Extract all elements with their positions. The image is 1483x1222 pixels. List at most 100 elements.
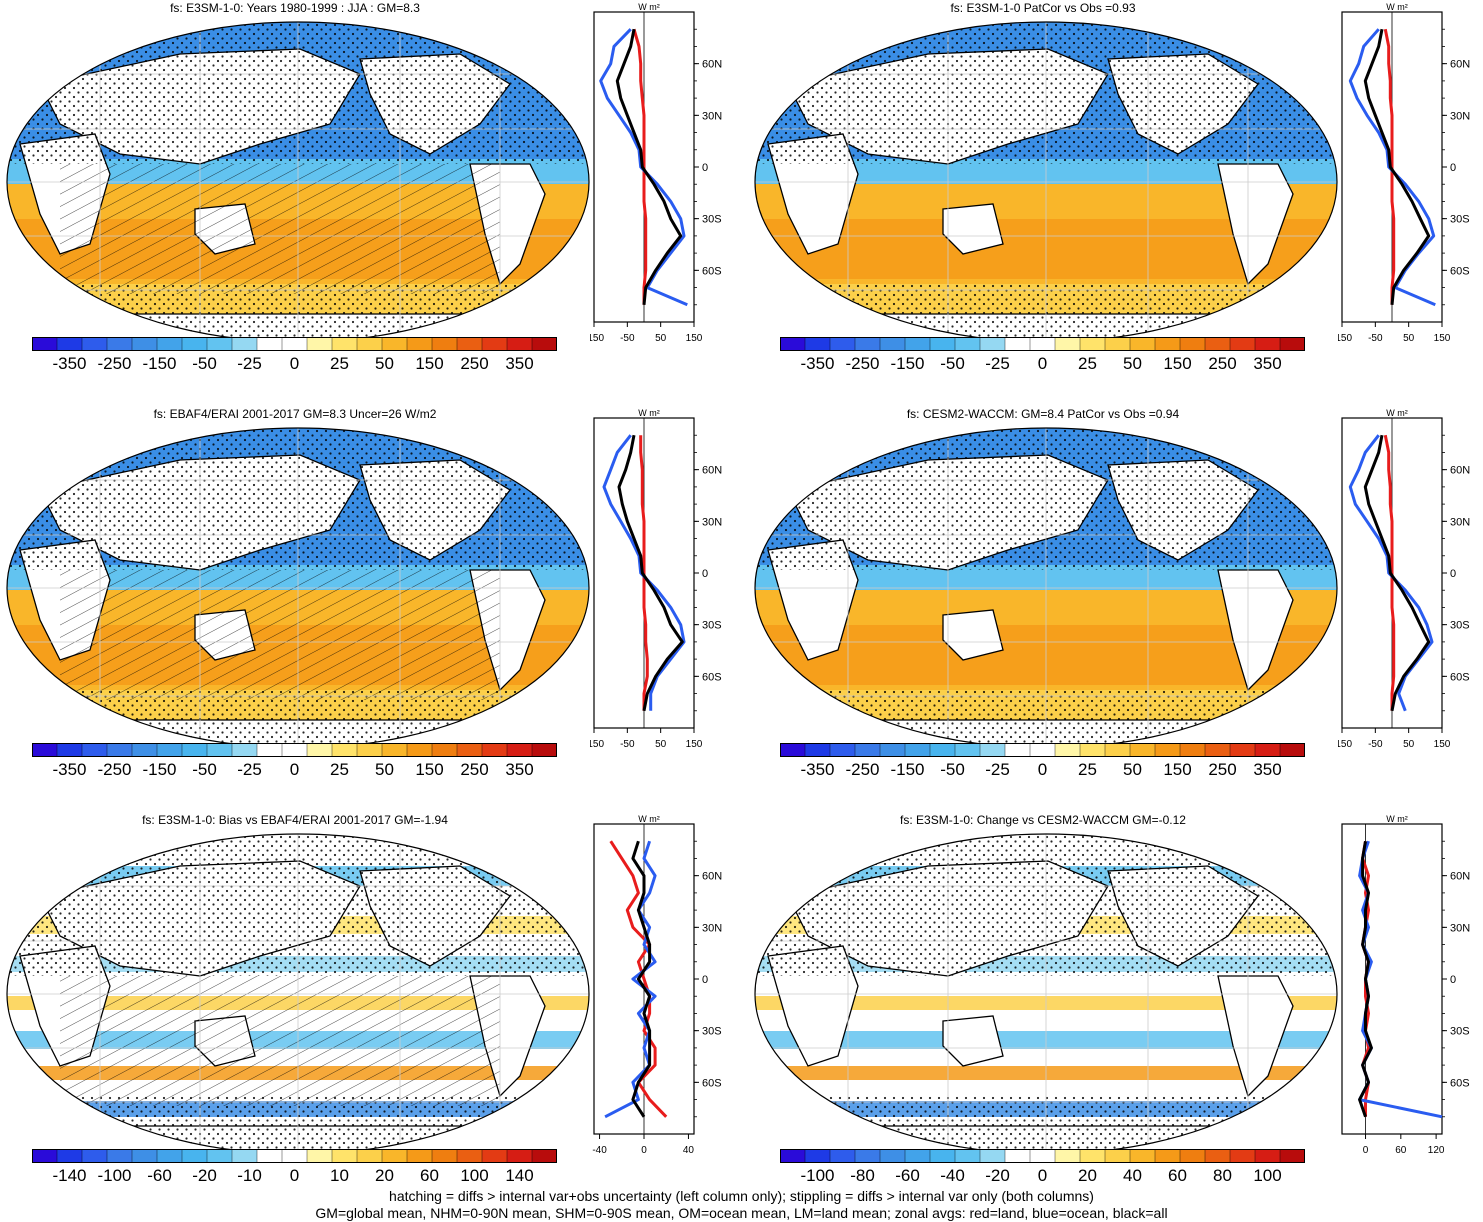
stippling-south — [755, 1096, 1337, 1154]
colorbar-label: -25 — [237, 354, 262, 373]
colorbar-swatch — [1229, 337, 1256, 351]
colorbar-labels: -350 -250 -150 -50 -25 0 25 50 150 250 350 — [780, 354, 1305, 376]
colorbar-label: -350 — [52, 760, 87, 779]
landmass — [942, 203, 1004, 255]
colorbar-swatch — [381, 1149, 408, 1163]
y-tick-label: 0 — [702, 974, 708, 986]
y-tick-label: 60S — [1450, 1077, 1470, 1089]
colorbar-swatch — [1054, 337, 1081, 351]
x-tick-label: 40 — [683, 1145, 695, 1156]
y-tick-label: 30N — [1450, 922, 1470, 934]
colorbar-label: 0 — [1037, 1166, 1048, 1185]
panel-title: fs: E3SM-1-0: Change vs CESM2-WACCM GM=-… — [900, 813, 1186, 827]
colorbar-label: -60 — [895, 1166, 920, 1185]
colorbar-swatch — [1254, 743, 1281, 757]
colorbar-label: -25 — [985, 760, 1010, 779]
y-tick-label: 60N — [702, 871, 722, 883]
colorbar-swatch — [456, 1149, 483, 1163]
colorbar-frame — [780, 743, 1305, 757]
stippling-south — [755, 690, 1337, 748]
colorbar-label: -40 — [940, 1166, 965, 1185]
x-tick-label: 150 — [686, 333, 703, 344]
y-tick-label: 30N — [1450, 516, 1470, 528]
colorbar-swatch — [256, 337, 283, 351]
colorbar-swatch — [231, 337, 258, 351]
colorbar-swatch — [256, 743, 283, 757]
colorbar-label: -50 — [192, 354, 217, 373]
colorbar-swatch — [829, 1149, 856, 1163]
colorbar-label: 40 — [1123, 1166, 1142, 1185]
colorbar-swatch — [929, 337, 956, 351]
zonal-series-ocean — [604, 840, 657, 1119]
colorbar-swatch — [506, 337, 533, 351]
zonal-series-all — [1363, 434, 1431, 712]
colorbar-swatch — [780, 743, 806, 757]
colorbar-labels: -350 -250 -150 -50 -25 0 25 50 150 250 350 — [32, 760, 557, 782]
colorbar-frame — [780, 337, 1305, 351]
colorbar-swatch — [1279, 743, 1305, 757]
colorbar-swatch — [1204, 743, 1231, 757]
colorbar-swatch — [481, 337, 508, 351]
colorbar-swatch — [431, 1149, 458, 1163]
colorbar-frame — [32, 337, 557, 351]
colorbar-swatch — [1029, 1149, 1056, 1163]
colorbar-label: -350 — [800, 354, 835, 373]
colorbar-swatch — [879, 1149, 906, 1163]
y-tick-label: 0 — [1450, 162, 1456, 174]
colorbar-label: -20 — [985, 1166, 1010, 1185]
hatching — [60, 976, 500, 1106]
landmass — [942, 609, 1004, 661]
colorbar-swatch — [929, 743, 956, 757]
colorbar-frame — [32, 743, 557, 757]
colorbar-label: 50 — [375, 760, 394, 779]
colorbar-swatch — [506, 743, 533, 757]
colorbar-swatch — [1129, 337, 1156, 351]
colorbar-label: -350 — [800, 760, 835, 779]
colorbar-swatch — [1004, 1149, 1031, 1163]
colorbar-swatch — [1129, 743, 1156, 757]
colorbar-label: -25 — [985, 354, 1010, 373]
colorbar-swatch — [1004, 743, 1031, 757]
x-tick-label: -50 — [620, 739, 635, 750]
colorbar-label: 80 — [1213, 1166, 1232, 1185]
colorbar-label: 50 — [1123, 354, 1142, 373]
colorbar-label: 250 — [1208, 760, 1237, 779]
colorbar-swatch — [780, 337, 806, 351]
colorbar-swatch — [131, 1149, 158, 1163]
colorbar-label: -140 — [52, 1166, 87, 1185]
y-tick-label: 30S — [702, 620, 722, 632]
colorbar-swatch — [954, 1149, 981, 1163]
panel-title: fs: E3SM-1-0 PatCor vs Obs =0.93 — [950, 1, 1136, 15]
y-tick-label: 0 — [1450, 974, 1456, 986]
colorbar-swatch — [954, 337, 981, 351]
x-tick-label: -40 — [592, 1145, 607, 1156]
colorbar-swatch — [306, 337, 333, 351]
colorbar-label: 0 — [1037, 760, 1048, 779]
colorbar-swatch — [32, 743, 58, 757]
colorbar-label: 25 — [1078, 354, 1097, 373]
colorbar-swatch — [1104, 337, 1131, 351]
unit-label: W m² — [1386, 814, 1408, 824]
unit-label: W m² — [1386, 2, 1408, 12]
y-tick-label: 60S — [1450, 265, 1470, 277]
x-tick-label: -150 — [590, 739, 604, 750]
y-tick-label: 60S — [1450, 671, 1470, 683]
colorbar-label: 0 — [1037, 354, 1048, 373]
colorbar-label: -100 — [800, 1166, 835, 1185]
stippling — [7, 428, 589, 570]
y-tick-label: 60N — [1450, 465, 1470, 477]
colorbar-swatch — [32, 337, 58, 351]
colorbar-labels: -100 -80 -60 -40 -20 0 20 40 60 80 100 — [780, 1166, 1305, 1188]
colorbar-label: -50 — [940, 354, 965, 373]
colorbar-swatch — [1154, 337, 1181, 351]
colorbar-label: 150 — [415, 354, 444, 373]
x-tick-label: 0 — [1363, 1145, 1369, 1156]
colorbar-swatch — [206, 337, 233, 351]
colorbar-swatch — [1254, 337, 1281, 351]
colorbar-swatch — [456, 337, 483, 351]
colorbar-label: 100 — [460, 1166, 489, 1185]
world-map — [754, 21, 1338, 343]
colorbar-swatch — [206, 743, 233, 757]
x-tick-label: -150 — [1338, 739, 1352, 750]
colorbar-label: -150 — [142, 760, 177, 779]
